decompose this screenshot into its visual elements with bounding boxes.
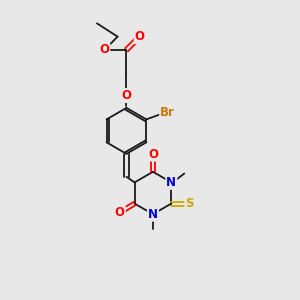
- Text: N: N: [166, 176, 176, 189]
- Text: O: O: [122, 89, 131, 102]
- Text: N: N: [148, 208, 158, 221]
- Text: S: S: [185, 197, 194, 210]
- Text: O: O: [115, 206, 125, 219]
- Text: Br: Br: [160, 106, 175, 118]
- Text: O: O: [135, 30, 145, 43]
- Text: O: O: [148, 148, 158, 160]
- Text: O: O: [99, 44, 110, 56]
